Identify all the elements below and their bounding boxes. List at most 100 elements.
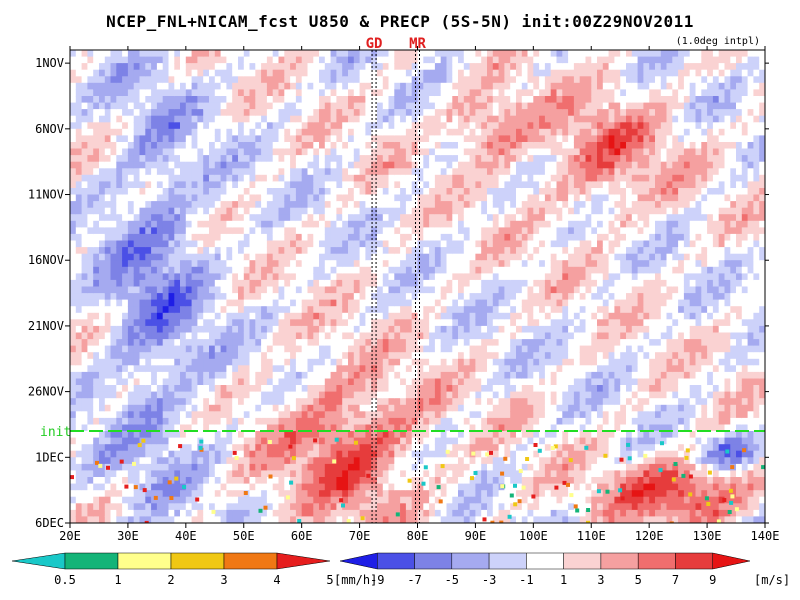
u850-cell: [133, 450, 141, 458]
u850-cell: [284, 82, 291, 90]
u850-cell: [307, 109, 314, 117]
u850-cell: [394, 201, 401, 209]
u850-cell: [336, 345, 343, 353]
u850-cell: [93, 174, 100, 182]
u850-cell: [411, 404, 419, 412]
u850-cell: [81, 220, 88, 228]
u850-cell: [295, 470, 303, 478]
u850-cell: [191, 306, 198, 314]
u850-cell: [324, 286, 332, 294]
u850-cell: [295, 89, 303, 97]
u850-cell: [203, 371, 210, 380]
u850-cell: [382, 82, 390, 90]
u850-cell: [220, 365, 227, 373]
u850-cell: [203, 332, 210, 340]
u850-cell: [139, 260, 146, 268]
u850-cell: [238, 63, 245, 71]
u850-cell: [411, 339, 419, 347]
u850-cell: [295, 174, 303, 182]
u850-cell: [93, 496, 100, 504]
u850-cell: [359, 470, 366, 478]
u850-cell: [87, 490, 94, 498]
u850-cell: [243, 109, 251, 117]
u850-cell: [220, 135, 227, 143]
u850-cell: [330, 509, 337, 518]
u850-cell: [348, 306, 355, 314]
u850-cell: [365, 437, 372, 445]
u850-cell: [458, 56, 465, 64]
u850-cell: [145, 339, 152, 347]
u850-cell: [151, 69, 158, 77]
u850-cell: [463, 76, 471, 84]
u850-cell: [330, 89, 337, 97]
u850-cell: [295, 82, 303, 90]
u850-cell: [139, 181, 146, 189]
u850-cell: [232, 161, 239, 169]
u850-cell: [191, 490, 198, 498]
u850-cell: [220, 69, 227, 77]
u850-cell: [463, 50, 471, 58]
u850-cell: [168, 378, 175, 386]
u850-cell: [348, 247, 355, 255]
u850-cell: [388, 56, 395, 64]
u850-cell: [446, 76, 453, 84]
u850-cell: [284, 306, 291, 314]
u850-cell: [348, 358, 355, 366]
u850-cell: [353, 109, 361, 117]
u850-cell: [307, 207, 314, 215]
u850-cell: [388, 417, 395, 426]
u850-cell: [353, 404, 361, 412]
u850-cell: [214, 345, 222, 353]
u850-cell: [405, 306, 413, 314]
u850-cell: [330, 496, 337, 504]
u850-cell: [284, 477, 291, 485]
u850-cell: [139, 391, 146, 399]
u850-cell: [139, 240, 146, 248]
u850-cell: [249, 463, 256, 472]
u850-cell: [446, 174, 453, 182]
u850-cell: [99, 240, 106, 248]
u850-cell: [278, 352, 285, 360]
u850-cell: [243, 135, 251, 143]
u850-cell: [411, 207, 419, 215]
u850-cell: [116, 332, 123, 340]
u850-cell: [75, 148, 83, 156]
u850-cell: [110, 417, 117, 426]
u850-cell: [394, 109, 401, 117]
u850-cell: [434, 496, 442, 504]
u850-cell: [394, 483, 401, 491]
u850-cell: [151, 148, 158, 156]
u850-cell: [278, 371, 285, 380]
u850-cell: [75, 312, 83, 320]
u850-cell: [371, 293, 378, 301]
u850-cell: [290, 325, 297, 334]
u850-cell: [104, 503, 112, 511]
u850-cell: [209, 339, 216, 347]
u850-cell: [405, 339, 413, 347]
u850-cell: [382, 240, 390, 248]
u850-cell: [139, 306, 146, 314]
u850-cell: [220, 306, 227, 314]
u850-cell: [87, 135, 94, 143]
u850-cell: [458, 260, 465, 268]
u850-cell: [272, 352, 280, 360]
u850-cell: [440, 181, 448, 189]
u850-cell: [133, 76, 141, 84]
u850-cell: [463, 490, 471, 498]
u850-cell: [255, 306, 262, 314]
u850-cell: [99, 424, 106, 432]
u850-cell: [180, 247, 187, 255]
u850-cell: [93, 483, 100, 491]
u850-cell: [214, 168, 222, 176]
u850-cell: [197, 463, 204, 472]
u850-cell: [330, 56, 337, 64]
u850-cell: [133, 253, 141, 261]
u850-cell: [313, 483, 320, 491]
u850-cell: [324, 457, 332, 465]
u850-cell: [359, 299, 366, 307]
u850-cell: [278, 96, 285, 104]
u850-cell: [180, 470, 187, 478]
u850-cell: [87, 391, 94, 399]
u850-cell: [290, 96, 297, 104]
u850-cell: [319, 339, 326, 347]
